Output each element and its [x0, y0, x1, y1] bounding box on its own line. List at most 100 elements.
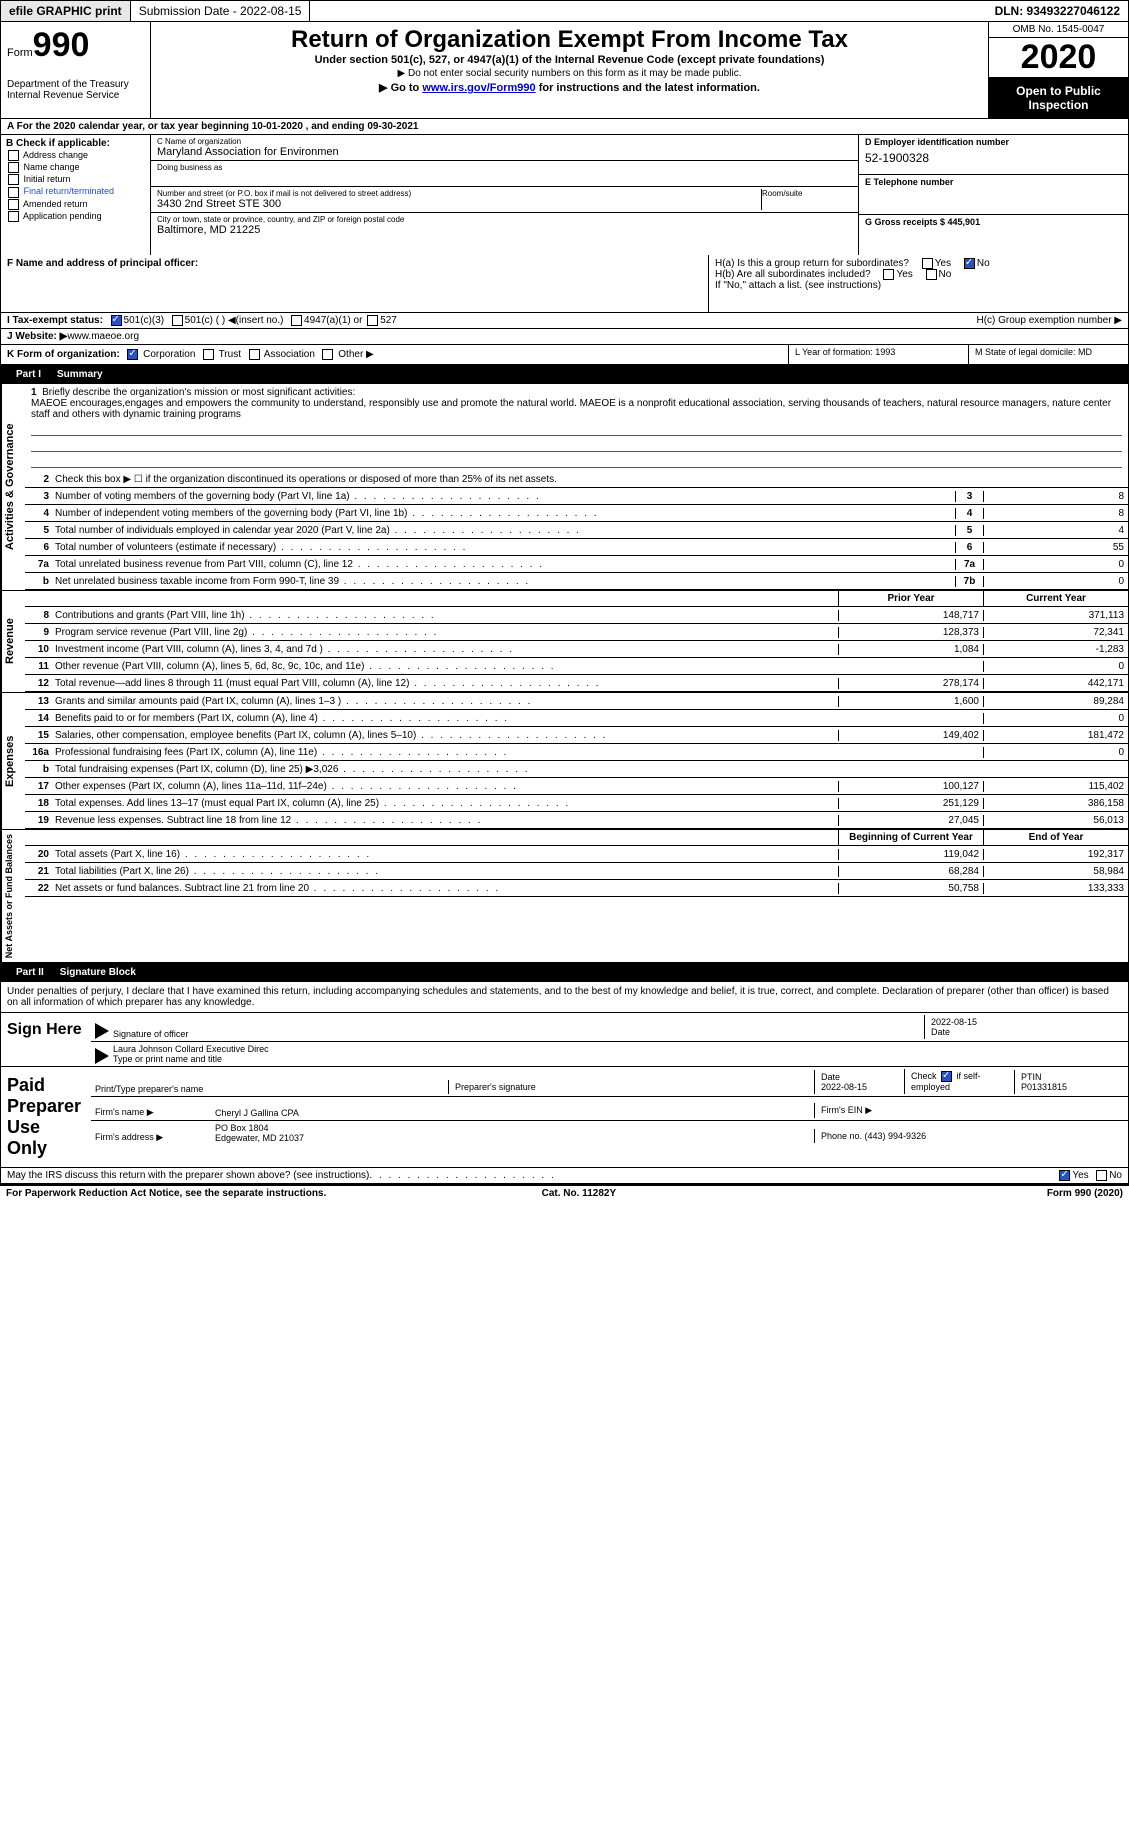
may-irs-no[interactable]: No — [1094, 1170, 1122, 1181]
footer-center: Cat. No. 11282Y — [542, 1188, 616, 1199]
cb-other[interactable] — [322, 349, 333, 360]
part1-header: Part I Summary — [0, 365, 1129, 384]
form-title: Return of Organization Exempt From Incom… — [157, 26, 982, 54]
cb-self-employed[interactable]: Check if self-employed — [911, 1071, 981, 1092]
ein-label: D Employer identification number — [865, 137, 1122, 147]
room-label: Room/suite — [762, 189, 852, 198]
net-assets-section: Net Assets or Fund Balances Beginning of… — [0, 829, 1129, 963]
cb-501c[interactable] — [172, 315, 183, 326]
hb-yes[interactable]: Yes — [881, 269, 912, 280]
hb-no[interactable]: No — [924, 269, 952, 280]
gov-line: 7aTotal unrelated business revenue from … — [25, 556, 1128, 573]
row-i: I Tax-exempt status: 501(c)(3) 501(c) ( … — [0, 313, 1129, 329]
revenue-col-header: Prior Year Current Year — [25, 591, 1128, 607]
current-year-hdr: Current Year — [983, 591, 1128, 606]
signature-declaration: Under penalties of perjury, I declare th… — [0, 982, 1129, 1013]
sig-date: 2022-08-15 — [931, 1017, 1118, 1027]
cb-corporation[interactable] — [127, 349, 138, 360]
mission-label: Briefly describe the organization's miss… — [42, 387, 355, 398]
sign-here-row: Sign Here Signature of officer 2022-08-1… — [0, 1013, 1129, 1067]
ha-text: H(a) Is this a group return for subordin… — [715, 258, 909, 269]
cb-amended-return[interactable]: Amended return — [6, 199, 145, 210]
footer-right: Form 990 (2020) — [1047, 1188, 1123, 1199]
firm-name-label: Firm's name ▶ — [95, 1107, 215, 1118]
prep-name-label: Print/Type preparer's name — [95, 1084, 448, 1094]
row-j: J Website: ▶ www.maeoe.org — [0, 329, 1129, 345]
firm-addr-label: Firm's address ▶ — [95, 1132, 215, 1143]
paid-preparer-row: Paid Preparer Use Only Print/Type prepar… — [0, 1067, 1129, 1168]
cb-527[interactable] — [367, 315, 378, 326]
addr-label: Number and street (or P.O. box if mail i… — [157, 189, 761, 198]
subtitle-1: Under section 501(c), 527, or 4947(a)(1)… — [157, 54, 982, 66]
firm-name: Cheryl J Gallina CPA — [215, 1108, 814, 1118]
city-value: Baltimore, MD 21225 — [157, 224, 852, 236]
section-f: F Name and address of principal officer: — [1, 255, 708, 312]
section-b: B Check if applicable: Address change Na… — [1, 135, 151, 255]
data-line: 8Contributions and grants (Part VIII, li… — [25, 607, 1128, 624]
section-de: D Employer identification number 52-1900… — [858, 135, 1128, 255]
submission-date: Submission Date - 2022-08-15 — [131, 1, 311, 21]
subtitle-3: ▶ Go to www.irs.gov/Form990 for instruct… — [157, 81, 982, 94]
data-line: 11Other revenue (Part VIII, column (A), … — [25, 658, 1128, 675]
org-name: Maryland Association for Environmen — [157, 146, 852, 158]
revenue-section: Revenue Prior Year Current Year 8Contrib… — [0, 590, 1129, 692]
side-gov: Activities & Governance — [1, 384, 25, 590]
section-m: M State of legal domicile: MD — [968, 345, 1128, 364]
website-value: www.maeoe.org — [67, 331, 139, 342]
beginning-year-hdr: Beginning of Current Year — [838, 830, 983, 845]
may-irs-yes[interactable]: Yes — [1057, 1170, 1088, 1181]
ha-no[interactable]: No — [962, 258, 990, 269]
signature-arrow-icon — [95, 1023, 109, 1039]
row-a-text: A For the 2020 calendar year, or tax yea… — [7, 121, 418, 132]
efile-print-button[interactable]: efile GRAPHIC print — [1, 1, 131, 21]
paid-preparer-label: Paid Preparer Use Only — [1, 1067, 91, 1167]
data-line: 13Grants and similar amounts paid (Part … — [25, 693, 1128, 710]
irs-link[interactable]: www.irs.gov/Form990 — [422, 82, 535, 94]
data-line: bTotal fundraising expenses (Part IX, co… — [25, 761, 1128, 778]
data-line: 19Revenue less expenses. Subtract line 1… — [25, 812, 1128, 829]
sub3-pre: ▶ Go to — [379, 82, 422, 94]
page-footer: For Paperwork Reduction Act Notice, see … — [0, 1184, 1129, 1201]
section-k: K Form of organization: Corporation Trus… — [1, 345, 788, 364]
form-label: Form — [7, 47, 33, 59]
form-header: Form990 Department of the Treasury Inter… — [0, 22, 1129, 119]
prep-sig-label: Preparer's signature — [448, 1080, 814, 1094]
data-line: 14Benefits paid to or for members (Part … — [25, 710, 1128, 727]
firm-phone: Phone no. (443) 994-9326 — [814, 1129, 1124, 1143]
ptin-value: P01331815 — [1021, 1082, 1067, 1092]
cb-trust[interactable] — [203, 349, 214, 360]
ha-yes[interactable]: Yes — [920, 258, 951, 269]
cb-address-change[interactable]: Address change — [6, 150, 145, 161]
ptin-label: PTIN — [1021, 1072, 1042, 1082]
topbar: efile GRAPHIC print Submission Date - 20… — [0, 0, 1129, 22]
sig-name: Laura Johnson Collard Executive Direc — [113, 1044, 1124, 1054]
cb-association[interactable] — [249, 349, 260, 360]
cb-name-change[interactable]: Name change — [6, 162, 145, 173]
sig-date-label: Date — [931, 1027, 1118, 1037]
gross-receipts: G Gross receipts $ 445,901 — [865, 217, 1122, 227]
cb-501c3[interactable] — [111, 315, 122, 326]
may-irs-row: May the IRS discuss this return with the… — [0, 1168, 1129, 1184]
gov-line: 4Number of independent voting members of… — [25, 505, 1128, 522]
form-number: 990 — [33, 26, 90, 64]
mission-block: 1 Briefly describe the organization's mi… — [25, 384, 1128, 471]
cb-initial-return[interactable]: Initial return — [6, 174, 145, 185]
mission-text: MAEOE encourages,engages and empowers th… — [31, 398, 1111, 420]
form-990-page: efile GRAPHIC print Submission Date - 20… — [0, 0, 1129, 1201]
hc-text: H(c) Group exemption number ▶ — [976, 315, 1122, 326]
cb-4947[interactable] — [291, 315, 302, 326]
data-line: 15Salaries, other compensation, employee… — [25, 727, 1128, 744]
gov-line: 6Total number of volunteers (estimate if… — [25, 539, 1128, 556]
section-l: L Year of formation: 1993 — [788, 345, 968, 364]
footer-left: For Paperwork Reduction Act Notice, see … — [6, 1188, 326, 1199]
may-irs-text: May the IRS discuss this return with the… — [7, 1170, 369, 1181]
cb-application-pending[interactable]: Application pending — [6, 211, 145, 222]
section-h: H(a) Is this a group return for subordin… — [708, 255, 1128, 312]
end-year-hdr: End of Year — [983, 830, 1128, 845]
cb-final-return[interactable]: Final return/terminated — [6, 186, 145, 197]
subtitle-2: ▶ Do not enter social security numbers o… — [157, 68, 982, 79]
hb-text: H(b) Are all subordinates included? — [715, 269, 871, 280]
net-col-header: Beginning of Current Year End of Year — [25, 830, 1128, 846]
section-c: C Name of organization Maryland Associat… — [151, 135, 858, 255]
open-public: Open to Public Inspection — [989, 78, 1128, 118]
